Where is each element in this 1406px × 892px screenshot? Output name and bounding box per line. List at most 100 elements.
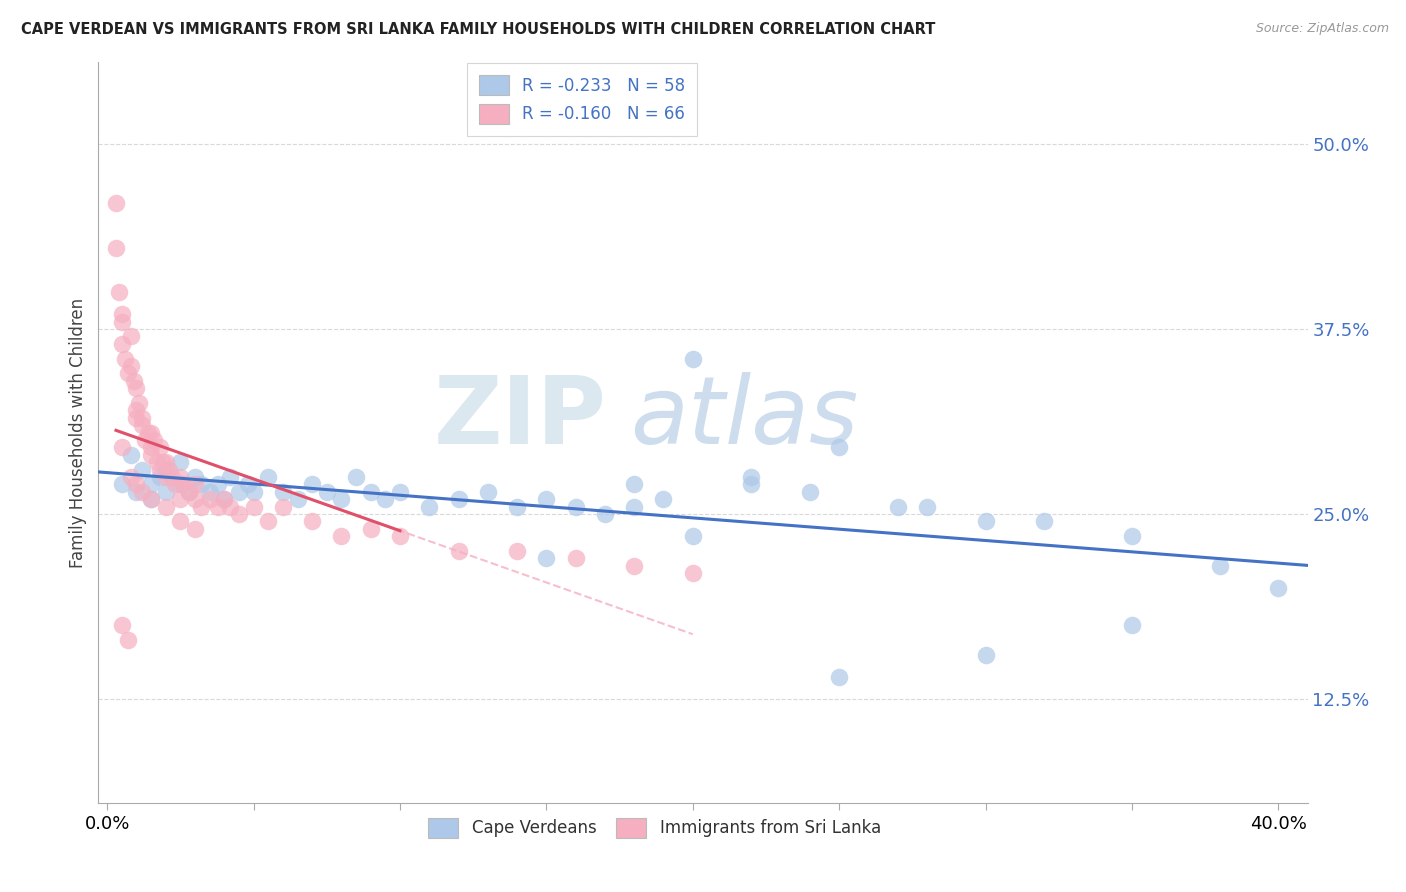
Point — [190, 477, 212, 491]
Point — [198, 492, 221, 507]
Point — [344, 470, 367, 484]
Point — [152, 455, 174, 469]
Point — [155, 484, 177, 499]
Point — [117, 632, 139, 647]
Point — [117, 367, 139, 381]
Point — [536, 551, 558, 566]
Point — [652, 492, 675, 507]
Point — [128, 396, 150, 410]
Point — [198, 484, 221, 499]
Point — [149, 470, 172, 484]
Point — [536, 492, 558, 507]
Point — [104, 196, 127, 211]
Point — [242, 484, 264, 499]
Point — [149, 441, 172, 455]
Point — [111, 314, 134, 328]
Point — [184, 492, 207, 507]
Point — [219, 470, 242, 484]
Point — [623, 477, 645, 491]
Point — [120, 448, 142, 462]
Point — [315, 484, 337, 499]
Point — [131, 418, 153, 433]
Point — [131, 410, 153, 425]
Point — [360, 484, 382, 499]
Point — [388, 484, 411, 499]
Point — [228, 507, 250, 521]
Point — [139, 448, 162, 462]
Point — [388, 529, 411, 543]
Point — [242, 500, 264, 514]
Point — [125, 477, 148, 491]
Point — [114, 351, 136, 366]
Point — [506, 500, 529, 514]
Point — [287, 492, 309, 507]
Point — [169, 515, 191, 529]
Point — [214, 492, 236, 507]
Point — [593, 507, 616, 521]
Point — [360, 522, 382, 536]
Point — [169, 470, 191, 484]
Point — [155, 500, 177, 514]
Point — [228, 484, 250, 499]
Point — [1121, 618, 1143, 632]
Point — [190, 500, 212, 514]
Point — [682, 566, 704, 581]
Point — [111, 618, 134, 632]
Point — [1209, 558, 1232, 573]
Point — [447, 492, 470, 507]
Point — [623, 558, 645, 573]
Point — [564, 551, 586, 566]
Point — [131, 462, 153, 476]
Point — [146, 455, 169, 469]
Point — [301, 477, 323, 491]
Point — [169, 492, 191, 507]
Point — [799, 484, 821, 499]
Point — [184, 477, 207, 491]
Point — [257, 515, 280, 529]
Point — [1033, 515, 1056, 529]
Point — [447, 544, 470, 558]
Point — [886, 500, 908, 514]
Point — [136, 425, 159, 440]
Point — [139, 492, 162, 507]
Point — [682, 529, 704, 543]
Point — [623, 500, 645, 514]
Point — [207, 500, 229, 514]
Point — [271, 500, 294, 514]
Point — [125, 484, 148, 499]
Point — [236, 477, 259, 491]
Point — [120, 470, 142, 484]
Point — [125, 403, 148, 417]
Point — [682, 351, 704, 366]
Point — [139, 492, 162, 507]
Point — [155, 470, 177, 484]
Point — [134, 433, 156, 447]
Text: ZIP: ZIP — [433, 372, 606, 464]
Y-axis label: Family Households with Children: Family Households with Children — [69, 298, 87, 567]
Point — [207, 477, 229, 491]
Point — [125, 410, 148, 425]
Point — [108, 285, 131, 299]
Point — [257, 470, 280, 484]
Text: CAPE VERDEAN VS IMMIGRANTS FROM SRI LANKA FAMILY HOUSEHOLDS WITH CHILDREN CORREL: CAPE VERDEAN VS IMMIGRANTS FROM SRI LANK… — [21, 22, 935, 37]
Point — [120, 359, 142, 373]
Point — [219, 500, 242, 514]
Point — [915, 500, 938, 514]
Legend: Cape Verdeans, Immigrants from Sri Lanka: Cape Verdeans, Immigrants from Sri Lanka — [420, 809, 890, 847]
Point — [149, 462, 172, 476]
Point — [184, 522, 207, 536]
Point — [111, 307, 134, 321]
Point — [179, 484, 201, 499]
Point — [169, 455, 191, 469]
Text: atlas: atlas — [630, 372, 859, 463]
Point — [418, 500, 440, 514]
Point — [271, 484, 294, 499]
Point — [172, 477, 194, 491]
Point — [111, 477, 134, 491]
Point — [214, 492, 236, 507]
Point — [111, 441, 134, 455]
Point — [131, 484, 153, 499]
Point — [139, 425, 162, 440]
Point — [974, 515, 997, 529]
Point — [125, 381, 148, 395]
